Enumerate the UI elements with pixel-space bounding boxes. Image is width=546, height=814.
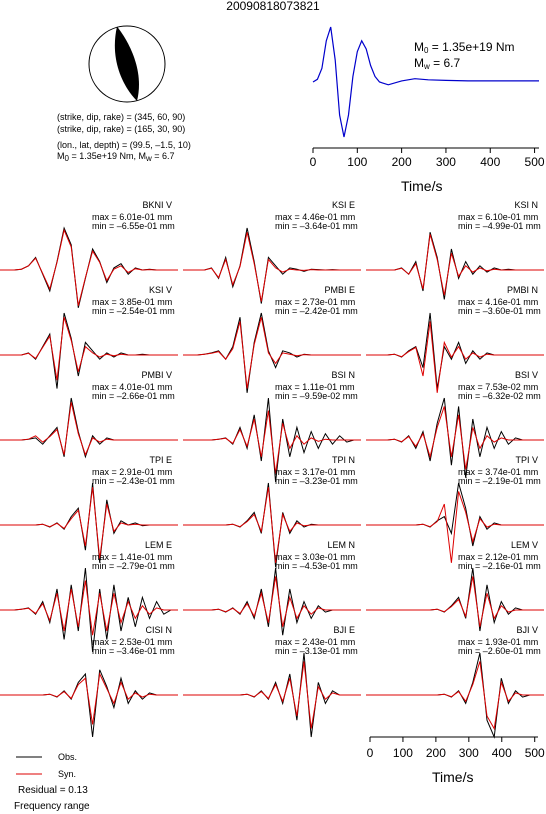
waveform-panel: BKNI V max = 6.01e-01 mm min = –6.55e-01 m…	[0, 200, 180, 280]
min-amplitude-label: min = –3.23e-01 mm	[275, 476, 358, 486]
station-label: KSI N	[514, 200, 538, 210]
stf-xlabel: Time/s	[401, 179, 442, 194]
waveform-panel: PMBI N max = 4.16e-01 mm min = –3.60e-01 m…	[366, 285, 546, 365]
waveform-panel: CISI N max = 2.53e-01 mm min = –3.46e-01 m…	[0, 625, 180, 705]
bottom-xlabel: Time/s	[432, 770, 473, 785]
min-amplitude-label: min = –2.19e-01 mm	[458, 476, 541, 486]
bottom-tick-label: 200	[426, 746, 446, 760]
waveform-panel: LEM E max = 1.41e-01 mm min = –2.79e-01 mm	[0, 540, 180, 620]
synthetic-trace	[366, 661, 544, 728]
bottom-tick-label: 400	[492, 746, 512, 760]
waveform-panel: LEM Vmax = 2.12e-01 mm min = –2.16e-01 mm	[366, 540, 546, 620]
min-amplitude-label: min = –3.46e-01 mm	[92, 646, 175, 656]
legend-obs-line	[16, 755, 42, 759]
min-amplitude-label: min = –4.99e-01 mm	[458, 221, 541, 231]
station-label: LEM N	[327, 540, 355, 550]
bottom-tick-label: 500	[525, 746, 545, 760]
min-amplitude-label: min = –2.43e-01 mm	[92, 476, 175, 486]
waveform-panel: BSI V max = 7.53e-02 mm min = –6.32e-02 mm	[366, 370, 546, 450]
station-label: CISI N	[145, 625, 172, 635]
min-amplitude-label: min = –3.13e-01 mm	[275, 646, 358, 656]
min-amplitude-label: min = –2.60e-01 mm	[458, 646, 541, 656]
stf-mw-label: Mw = 6.7	[414, 57, 460, 73]
location-line: (lon., lat, depth) = (99.5, –1.5, 10)	[57, 140, 191, 150]
synthetic-trace	[0, 674, 178, 724]
beachball-diagram	[87, 24, 167, 104]
min-amplitude-label: min = –9.59e-02 mm	[275, 391, 358, 401]
legend-syn-line	[16, 772, 42, 776]
station-label: BKNI V	[142, 200, 172, 210]
frequency-range-label: Frequency range	[14, 801, 90, 812]
station-label: LEM E	[145, 540, 172, 550]
waveform-panel: BSI N max = 1.11e-01 mm min = –9.59e-02 mm	[183, 370, 363, 450]
bottom-tick-label: 100	[393, 746, 413, 760]
stf-tick-label: 200	[392, 155, 412, 169]
stf-tick-label: 100	[347, 155, 367, 169]
station-label: BJI V	[516, 625, 538, 635]
synthetic-trace	[183, 661, 361, 728]
waveform-panel: PMBI V max = 4.01e-01 mm min = –2.66e-01 m…	[0, 370, 180, 450]
waveform-panel: TPI N max = 3.17e-01 mm min = –3.23e-01 mm	[183, 455, 363, 535]
mechanism-line-1: (strike, dip, rake) = (345, 60, 90)	[57, 112, 185, 122]
station-label: TPI V	[515, 455, 538, 465]
stf-tick-label: 500	[525, 155, 545, 169]
station-label: PMBI V	[141, 370, 172, 380]
waveform-panel: BJI Vmax = 1.93e-01 mm min = –2.60e-01 mm	[366, 625, 546, 705]
waveform-panel: TPI V max = 3.74e-01 mm min = –2.19e-01 mm	[366, 455, 546, 535]
min-amplitude-label: min = –6.55e-01 mm	[92, 221, 175, 231]
legend-obs-label: Obs.	[58, 752, 77, 762]
min-amplitude-label: min = –4.53e-01 mm	[275, 561, 358, 571]
station-label: TPI N	[332, 455, 355, 465]
bottom-tick-label: 0	[367, 746, 374, 760]
waveform-panel: BJI E max = 2.43e-01 mm min = –3.13e-01 mm	[183, 625, 363, 705]
station-label: KSI V	[149, 285, 172, 295]
waveform-panel: TPI E max = 2.91e-01 mm min = –2.43e-01 mm	[0, 455, 180, 535]
station-label: BSI N	[331, 370, 355, 380]
residual-label: Residual = 0.13	[18, 785, 88, 796]
figure-title: 20090818073821	[0, 0, 546, 13]
min-amplitude-label: min = –2.79e-01 mm	[92, 561, 175, 571]
bottom-tick-label: 300	[459, 746, 479, 760]
observed-trace	[366, 568, 544, 631]
min-amplitude-label: min = –2.42e-01 mm	[275, 306, 358, 316]
stf-tick-label: 0	[310, 155, 317, 169]
waveform-panel: KSI N max = 6.10e-01 mm min = –4.99e-01 mm	[366, 200, 546, 280]
min-amplitude-label: min = –2.66e-01 mm	[92, 391, 175, 401]
station-label: PMBI N	[507, 285, 538, 295]
waveform-panel: KSI V max = 3.85e-01 mm min = –2.54e-01 mm	[0, 285, 180, 365]
min-amplitude-label: min = –2.16e-01 mm	[458, 561, 541, 571]
waveform-panel: LEM N max = 3.03e-01 mm min = –4.53e-01 mm	[183, 540, 363, 620]
station-label: TPI E	[149, 455, 172, 465]
station-label: LEM V	[511, 540, 538, 550]
min-amplitude-label: min = –3.60e-01 mm	[458, 306, 541, 316]
synthetic-trace	[0, 402, 178, 455]
synthetic-trace	[183, 576, 361, 626]
station-label: KSI E	[332, 200, 355, 210]
legend-syn-label: Syn.	[58, 769, 76, 779]
waveform-panel: PMBI Emax = 2.73e-01 mm min = –2.42e-01 m…	[183, 285, 363, 365]
station-label: BSI V	[515, 370, 538, 380]
min-amplitude-label: min = –2.54e-01 mm	[92, 306, 175, 316]
mechanism-line-2: (strike, dip, rake) = (165, 30, 90)	[57, 124, 185, 134]
stf-tick-label: 400	[480, 155, 500, 169]
observed-trace	[366, 483, 544, 546]
station-label: BJI E	[333, 625, 355, 635]
min-amplitude-label: min = –6.32e-02 mm	[458, 391, 541, 401]
station-label: PMBI E	[324, 285, 355, 295]
observed-trace	[0, 398, 178, 457]
waveform-panel: KSI Emax = 4.46e-01 mm min = –3.64e-01 mm	[183, 200, 363, 280]
stf-tick-label: 300	[436, 155, 456, 169]
moment-line: M0 = 1.35e+19 Nm, Mw = 6.7	[57, 151, 175, 164]
min-amplitude-label: min = –3.64e-01 mm	[275, 221, 358, 231]
stf-m0-label: M0 = 1.35e+19 Nm	[414, 41, 515, 57]
